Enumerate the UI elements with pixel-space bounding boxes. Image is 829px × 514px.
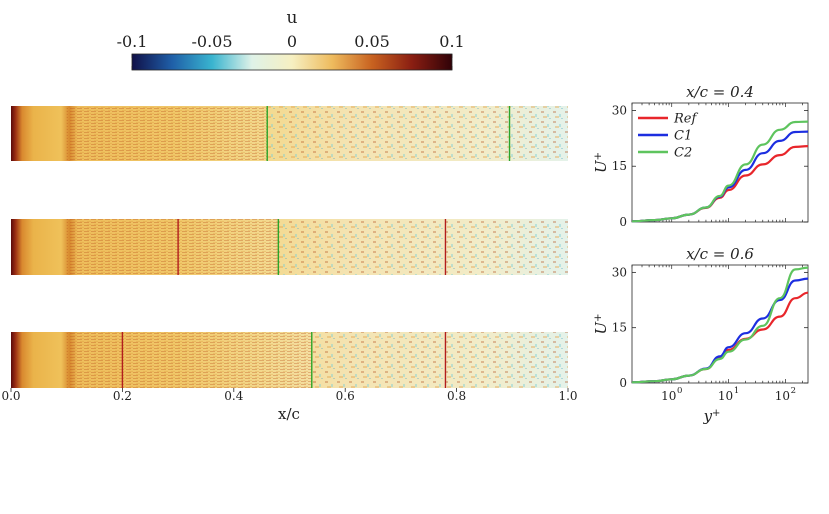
legend-label: Ref bbox=[673, 112, 698, 127]
y-axis-label: U+ bbox=[592, 152, 610, 173]
x-tick-label: 1.0 bbox=[558, 389, 577, 403]
y-tick-label: 15 bbox=[612, 321, 627, 335]
profile-chart-1: x/c = 0.4 0 15 30 U+ Ref C1 C2 bbox=[592, 83, 809, 229]
series-line-ref bbox=[631, 145, 809, 223]
series-line-c2 bbox=[631, 120, 809, 223]
y-axis-label-group: U+ bbox=[592, 152, 610, 173]
series-line-c1 bbox=[631, 130, 809, 223]
colorbar-tick-label: -0.05 bbox=[191, 32, 232, 51]
plot-frame bbox=[631, 102, 809, 223]
y-tick-label: 30 bbox=[612, 265, 627, 279]
colorbar-tick-label: 0 bbox=[287, 32, 297, 51]
series-line-ref bbox=[631, 291, 809, 384]
contour-panel-3 bbox=[11, 332, 568, 388]
y-axis-label-group: U+ bbox=[592, 313, 610, 334]
x-tick-label: 10 bbox=[775, 389, 790, 403]
x-tick-label: 0.4 bbox=[224, 389, 243, 403]
contour-x-axis: x/c 0.0 0.2 0.4 0.6 0.8 1.0 bbox=[1, 388, 578, 423]
x-tick-label: 0.6 bbox=[336, 389, 355, 403]
colorbar-gradient bbox=[132, 54, 452, 70]
chart-title: x/c = 0.6 bbox=[686, 245, 754, 263]
contour-panels bbox=[11, 106, 568, 388]
y-tick-label: 0 bbox=[619, 215, 627, 229]
x-tick-label: 10 bbox=[661, 389, 676, 403]
series-line-c1 bbox=[631, 277, 809, 384]
chart-title: x/c = 0.4 bbox=[686, 83, 754, 101]
plot-frame bbox=[631, 264, 809, 384]
colorbar: u -0.1 -0.05 0 0.05 0.1 bbox=[117, 8, 465, 71]
legend: Ref C1 C2 bbox=[638, 112, 698, 161]
streak-region bbox=[66, 332, 312, 388]
colorbar-frame bbox=[131, 53, 453, 71]
x-tick-exponent: 1 bbox=[734, 386, 739, 396]
streak-region bbox=[66, 219, 279, 275]
y-tick-label: 0 bbox=[619, 376, 627, 390]
x-tick-label: 10 bbox=[718, 389, 733, 403]
colorbar-tick-label: -0.1 bbox=[117, 32, 148, 51]
legend-label: C1 bbox=[674, 129, 692, 144]
x-tick-exponent: 2 bbox=[791, 386, 796, 396]
turbulent-region bbox=[278, 219, 568, 275]
colorbar-tick-label: 0.1 bbox=[439, 32, 464, 51]
x-tick-exponent: 0 bbox=[677, 386, 682, 396]
x-tick-label: 0.0 bbox=[1, 389, 20, 403]
contour-panel-2 bbox=[11, 219, 568, 275]
legend-label: C2 bbox=[674, 146, 692, 161]
colorbar-tick-label: 0.05 bbox=[354, 32, 390, 51]
turbulent-region bbox=[267, 106, 568, 161]
y-tick-label: 15 bbox=[612, 159, 627, 173]
turbulent-region bbox=[311, 332, 568, 388]
y-tick-label: 30 bbox=[612, 103, 627, 117]
streak-region bbox=[66, 106, 268, 161]
series-line-c2 bbox=[631, 266, 809, 384]
x-tick-label: 0.8 bbox=[447, 389, 466, 403]
contour-panel-1 bbox=[11, 106, 568, 161]
x-axis-label: y+ bbox=[703, 407, 721, 425]
x-tick-label: 0.2 bbox=[113, 389, 132, 403]
y-axis-label: U+ bbox=[592, 313, 610, 334]
contour-x-axis-label: x/c bbox=[278, 405, 300, 423]
colorbar-title: u bbox=[287, 8, 298, 28]
